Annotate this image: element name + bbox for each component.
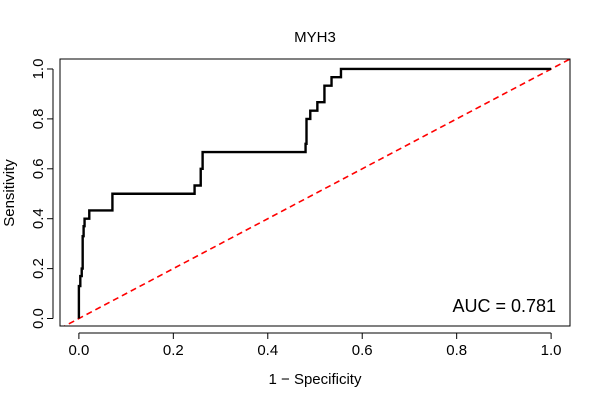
x-tick-label: 0.8 <box>446 342 467 359</box>
y-tick-label: 0.8 <box>30 108 47 129</box>
reference-diagonal-line <box>63 59 570 326</box>
plot-frame <box>59 58 571 327</box>
chart-title: MYH3 <box>294 29 336 46</box>
x-tick-label: 0.2 <box>163 342 184 359</box>
x-tick-label: 0.4 <box>257 342 278 359</box>
y-tick-label: 1.0 <box>30 59 47 80</box>
roc-curve-line <box>77 67 552 319</box>
y-tick-label: 0.2 <box>30 258 47 279</box>
x-axis-label: 1 − Specificity <box>269 371 362 388</box>
x-tick-label: 0.0 <box>68 342 89 359</box>
auc-annotation: AUC = 0.781 <box>452 296 556 316</box>
y-axis-label: Sensitivity <box>1 159 18 227</box>
y-tick-label: 0.4 <box>30 208 47 229</box>
x-tick-label: 0.6 <box>352 342 373 359</box>
plot-layer <box>63 59 570 326</box>
axes-layer: 0.0 0.2 0.4 0.6 0.8 1.0 0.0 0.2 0.4 0.6 0.8 1.0 <box>30 58 571 359</box>
x-tick-label: 1.0 <box>541 342 562 359</box>
y-tick-label: 0.6 <box>30 158 47 179</box>
y-tick-label: 0.0 <box>30 308 47 329</box>
